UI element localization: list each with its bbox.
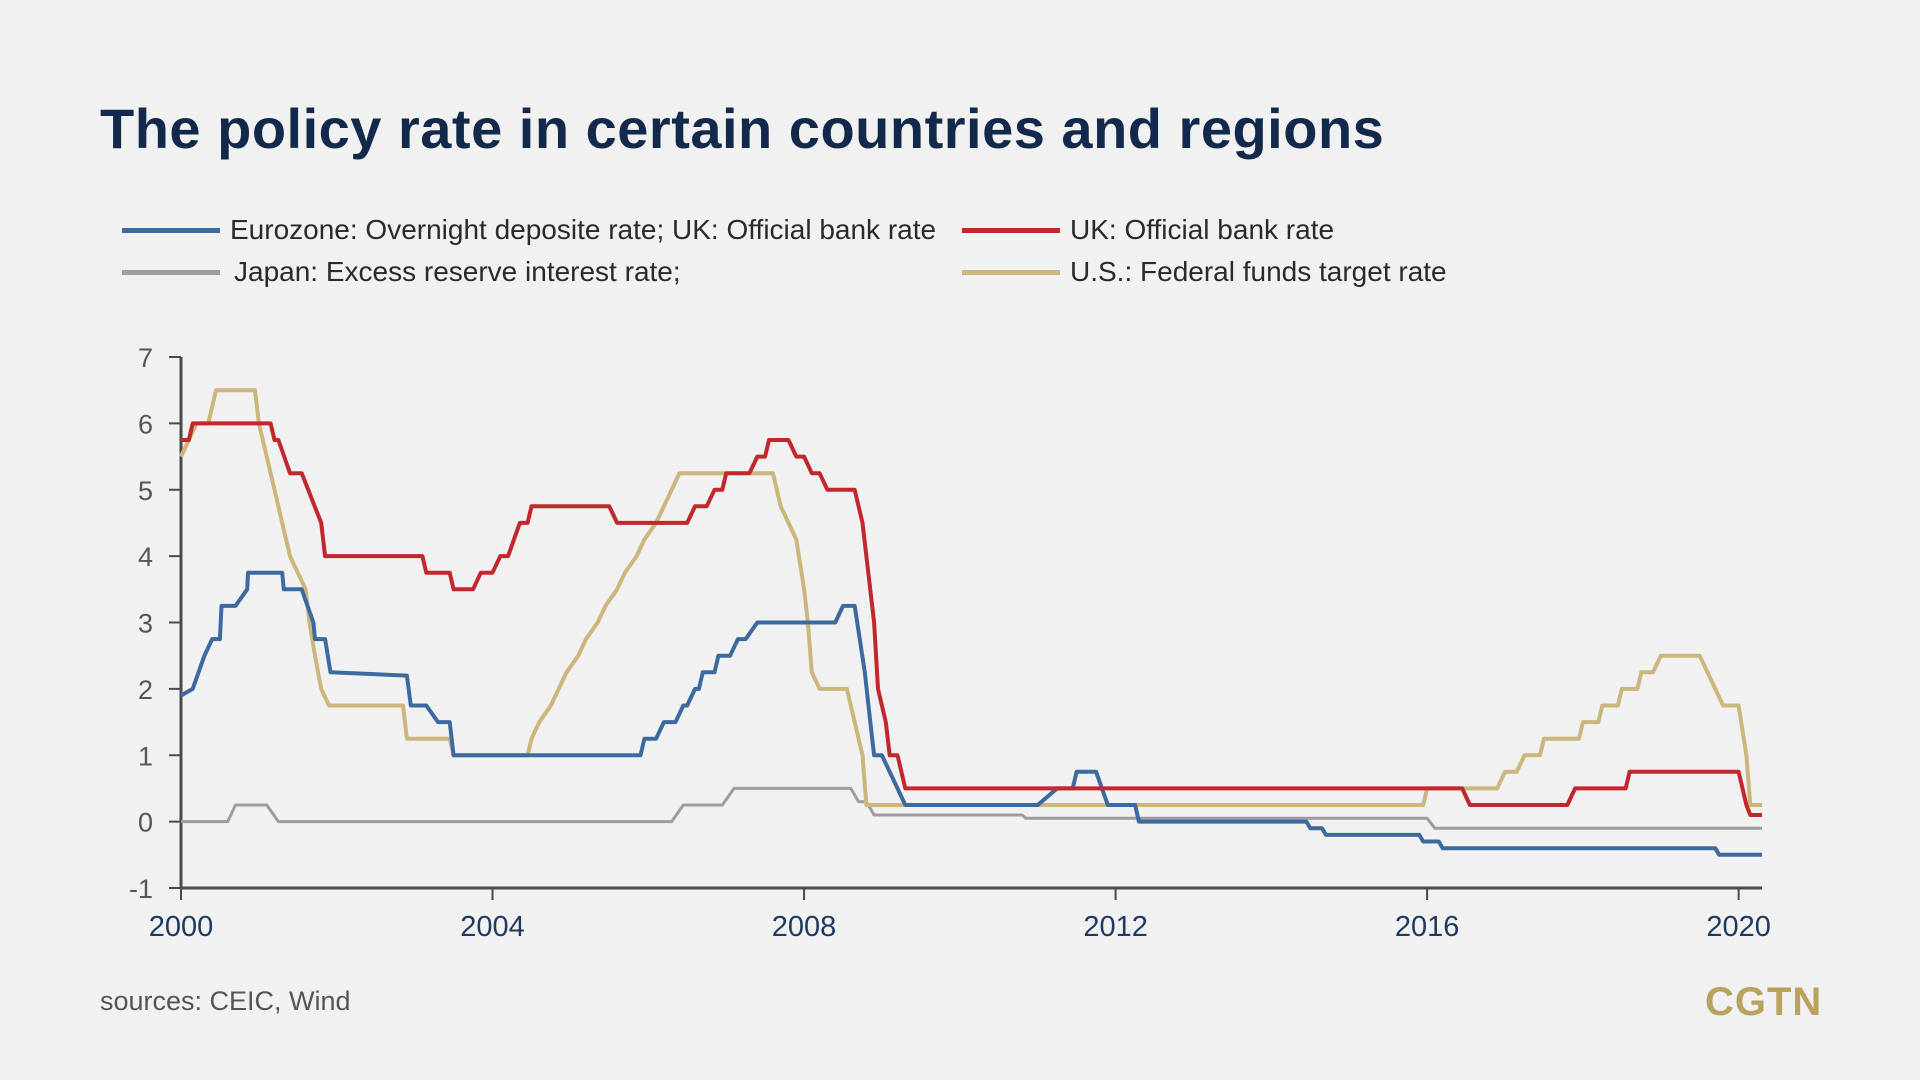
y-tick-label: 3 [138, 609, 153, 639]
legend-label-japan: Japan: Excess reserve interest rate; [234, 256, 681, 287]
legend-swatch-uk [962, 227, 1060, 233]
series-line-1 [181, 421, 1762, 817]
legend-label-uk: UK: Official bank rate [1070, 214, 1335, 245]
y-tick-label: 6 [138, 409, 153, 439]
legend-item-uk: UK: Official bank rate [962, 214, 1334, 246]
cgtn-logo: CGTN [1705, 980, 1823, 1024]
x-tick-label: 2008 [772, 911, 837, 943]
series-lines [179, 388, 1762, 857]
y-tick-label: 5 [138, 476, 153, 506]
x-tick-label: 2016 [1395, 911, 1460, 943]
axes: 7 6 5 4 3 2 1 0 -1 2000 2004 2008 2012 2016 2020 [129, 343, 1771, 943]
legend: Eurozone: Overnight deposite rate; UK: O… [122, 214, 1522, 304]
legend-swatch-japan [122, 269, 220, 275]
x-tick-label: 2000 [149, 911, 214, 943]
legend-item-us: U.S.: Federal funds target rate [962, 256, 1447, 288]
series-line-2 [181, 786, 1762, 830]
x-tick-label: 2020 [1706, 911, 1771, 943]
x-tick-label: 2012 [1083, 911, 1148, 943]
legend-label-eurozone: Eurozone: Overnight deposite rate; UK: O… [230, 214, 937, 245]
legend-swatch-eurozone [122, 227, 220, 233]
legend-item-eurozone: Eurozone: Overnight deposite rate; UK: O… [122, 214, 936, 246]
legend-swatch-us [962, 269, 1060, 275]
legend-label-us: U.S.: Federal funds target rate [1070, 256, 1447, 287]
sources-note: sources: CEIC, Wind [100, 986, 351, 1016]
series-line-0 [180, 570, 1762, 857]
y-tick-label: 0 [138, 808, 153, 838]
series-line-3 [179, 388, 1762, 807]
chart-title: The policy rate in certain countries and… [100, 97, 1385, 160]
y-tick-label: 4 [138, 542, 153, 572]
y-tick-label: 7 [138, 343, 153, 373]
x-tick-label: 2004 [460, 911, 525, 943]
legend-item-japan: Japan: Excess reserve interest rate; [122, 256, 681, 288]
y-tick-label: 1 [138, 741, 153, 771]
y-tick-label: -1 [129, 874, 153, 904]
y-tick-label: 2 [138, 675, 153, 705]
